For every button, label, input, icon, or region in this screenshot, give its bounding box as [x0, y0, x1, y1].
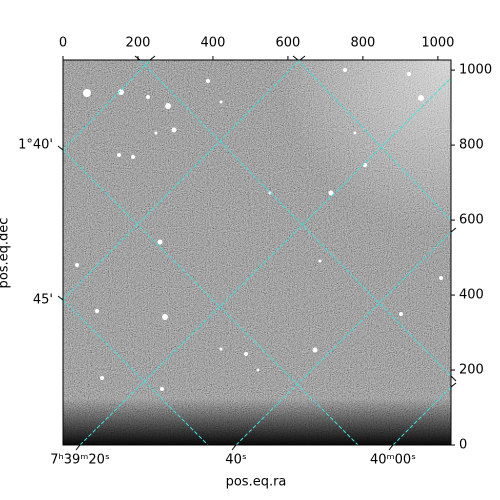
x-tick-label: 0 — [59, 36, 67, 51]
y-axis-label: pos.eq.dec — [0, 218, 12, 289]
dec-tick-label: 45' — [33, 293, 53, 308]
ra-tick-label: 40ˢ — [225, 453, 247, 468]
y-tick-label: 600 — [459, 213, 484, 228]
x-tick-label: 200 — [126, 36, 151, 51]
x-tick-label: 600 — [276, 36, 301, 51]
sky-image — [63, 60, 451, 445]
dec-tick-label: 1°40' — [18, 138, 53, 153]
y-tick-label: 0 — [459, 438, 467, 453]
x-tick-label: 1000 — [421, 36, 454, 51]
y-tick-label: 1000 — [459, 63, 492, 78]
y-tick-label: 400 — [459, 288, 484, 303]
plot-frame — [62, 59, 452, 446]
x-axis-label: pos.eq.ra — [226, 475, 287, 490]
x-tick-label: 400 — [201, 36, 226, 51]
stars — [75, 68, 443, 391]
x-tick-label: 800 — [350, 36, 375, 51]
ra-tick-label: 40ᵐ00ˢ — [370, 453, 416, 468]
y-tick-label: 800 — [459, 138, 484, 153]
y-tick-label: 200 — [459, 363, 484, 378]
coordinate-grid — [63, 60, 451, 445]
ra-tick-label: 7ʰ39ᵐ20ˢ — [50, 453, 110, 468]
